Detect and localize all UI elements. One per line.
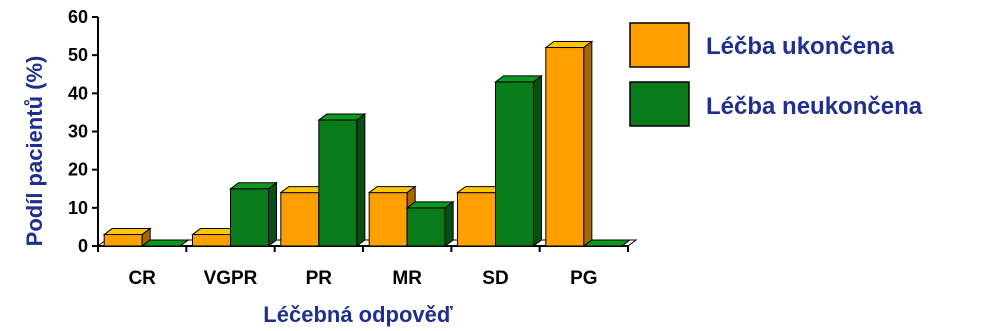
y-tick-label: 50 <box>68 45 88 65</box>
x-category-label: SD <box>482 268 508 289</box>
bar-front <box>545 47 585 247</box>
bar-front <box>318 119 358 247</box>
bar-front <box>103 234 143 247</box>
y-tick-labels: 0 10 20 30 40 50 60 <box>68 7 88 256</box>
bar <box>544 40 594 247</box>
x-category-label: PG <box>570 268 597 289</box>
bar-side <box>356 113 366 247</box>
legend-label-series-2: Léčba neukončena <box>706 93 923 120</box>
y-tick-label: 10 <box>68 198 88 218</box>
bar-front <box>406 207 446 247</box>
x-category-label: MR <box>392 268 422 289</box>
x-category-labels: CR VGPR PR MR SD PG <box>128 268 597 289</box>
bar-front <box>457 192 496 247</box>
bar-side <box>533 74 542 247</box>
y-tick-label: 20 <box>68 160 88 180</box>
bar-front <box>230 188 269 247</box>
bar <box>582 239 632 247</box>
bar <box>229 181 278 247</box>
bar-front <box>368 192 408 247</box>
bar-side <box>444 200 454 247</box>
bar-side <box>268 181 277 247</box>
y-tick-label: 60 <box>68 7 88 27</box>
legend-swatch-series-2 <box>629 81 690 127</box>
bar <box>102 227 152 247</box>
y-tick-label: 30 <box>68 122 88 142</box>
x-category-label: VGPR <box>204 268 258 289</box>
bar-side <box>179 239 189 247</box>
x-axis-title: Léčebná odpověď <box>263 302 453 327</box>
y-tick-label: 40 <box>68 83 88 103</box>
legend-swatch-series-1 <box>629 22 690 68</box>
bar-side <box>583 40 593 247</box>
bar <box>140 239 190 247</box>
bar-front <box>192 234 231 247</box>
bar <box>494 74 543 247</box>
x-category-label: PR <box>306 268 333 289</box>
legend-label-series-1: Léčba ukončena <box>706 33 895 60</box>
bars <box>102 40 632 247</box>
bar-front <box>280 192 320 247</box>
y-axis-title: Podíl pacientů (%) <box>22 56 47 247</box>
x-category-label: CR <box>128 268 156 289</box>
legend: Léčba ukončena Léčba neukončena <box>629 22 923 127</box>
y-tick-label: 0 <box>78 236 88 256</box>
bar <box>405 200 455 247</box>
bar <box>317 113 367 247</box>
bar-front <box>495 81 534 247</box>
bar-side <box>621 239 631 247</box>
